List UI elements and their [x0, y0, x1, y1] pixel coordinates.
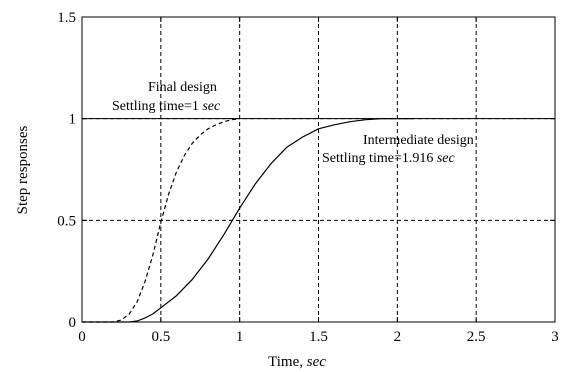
intermediate-design-title: Intermediate design [363, 133, 474, 148]
x-tick-label: 1 [236, 329, 244, 345]
final-design-title: Final design [148, 80, 217, 95]
x-tick-label: 0 [78, 329, 86, 345]
x-tick-label: 3 [551, 329, 559, 345]
series-layer [82, 118, 555, 323]
intermediate-design-line [82, 118, 414, 323]
x-axis-label: Time, sec [268, 354, 326, 370]
tick-layer: 0 0.5 1 1.5 2 2.5 3 0 0.5 1 1.5 [57, 10, 559, 345]
y-tick-label: 0.5 [57, 213, 76, 229]
y-tick-label: 1.5 [57, 10, 76, 26]
x-tick-label: 2.5 [467, 329, 486, 345]
y-axis-label: Step responses [15, 125, 31, 214]
y-tick-label: 0 [69, 315, 77, 331]
intermediate-design-settling: Settling time=1.916 sec [322, 151, 456, 166]
x-tick-label: 2 [394, 329, 402, 345]
x-tick-label: 0.5 [151, 329, 170, 345]
y-tick-label: 1 [69, 112, 77, 128]
final-design-settling: Settling time=1 sec [112, 99, 221, 114]
x-tick-label: 1.5 [309, 329, 328, 345]
